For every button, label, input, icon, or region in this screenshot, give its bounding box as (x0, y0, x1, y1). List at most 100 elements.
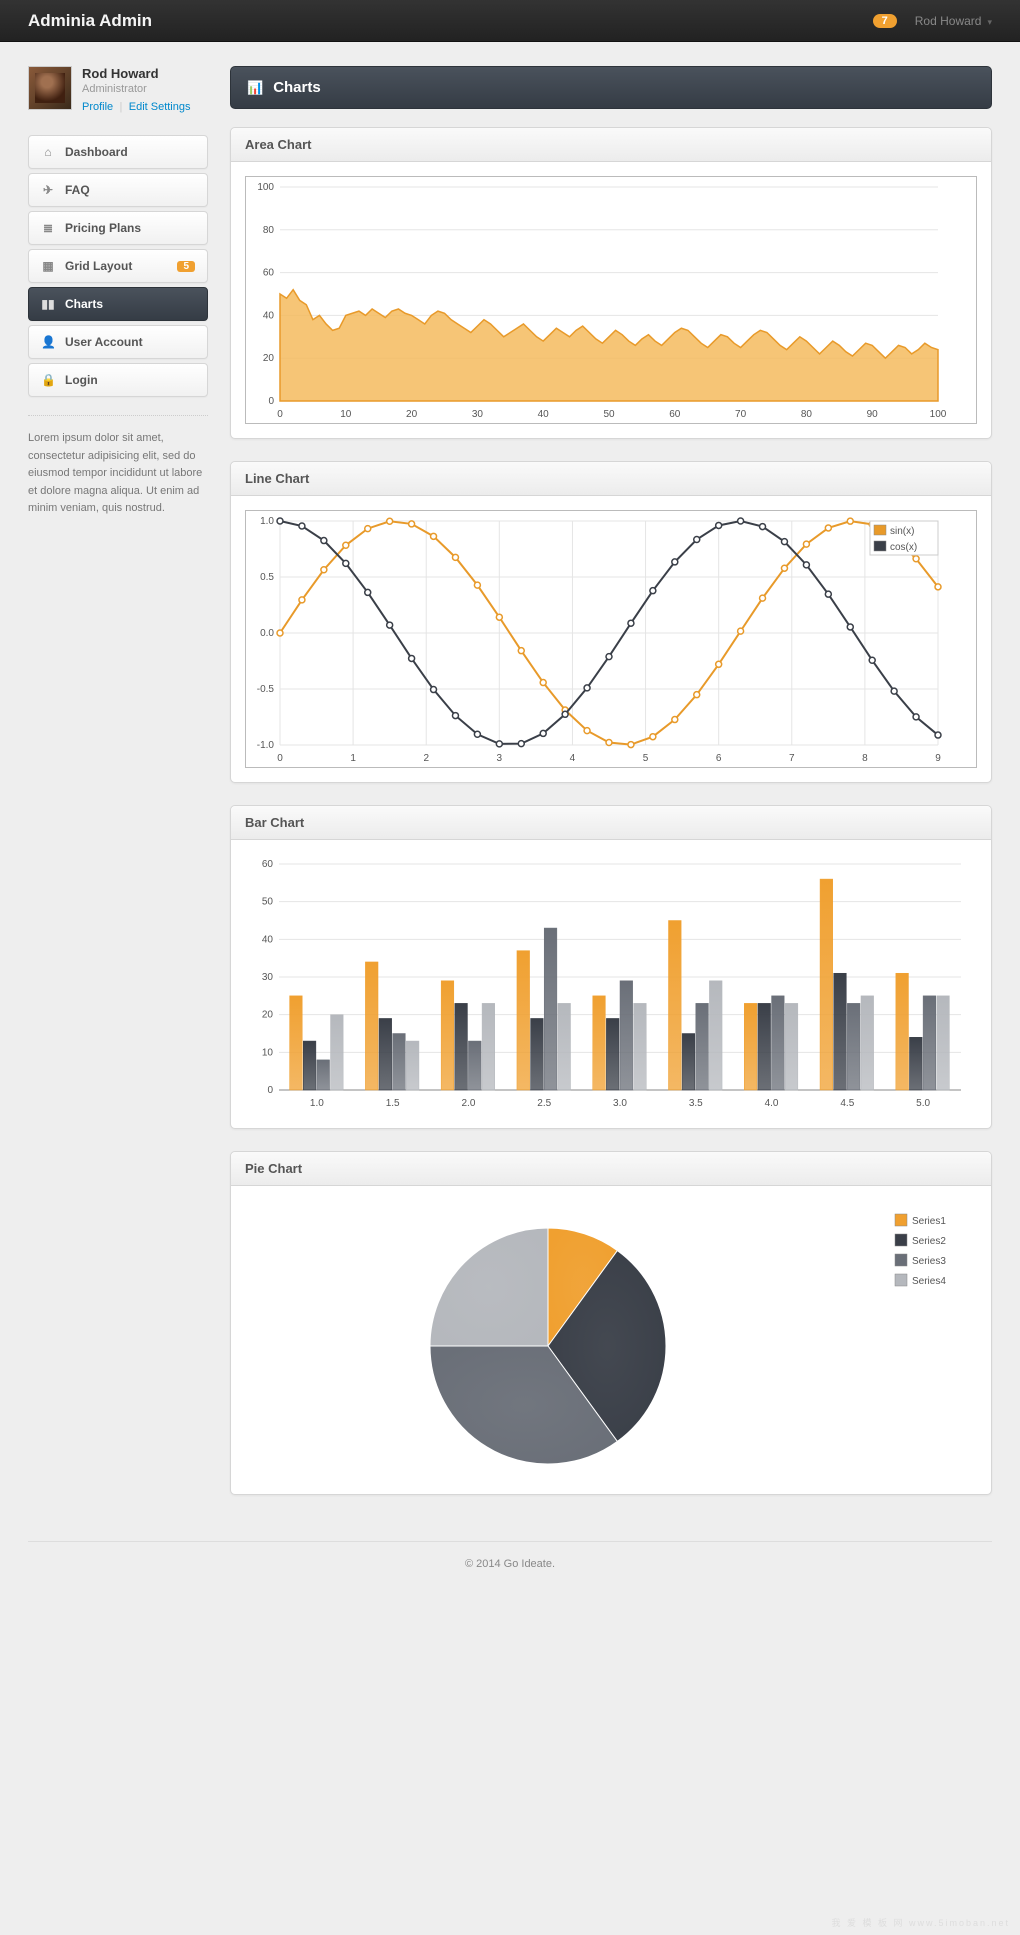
sidebar-item-dashboard[interactable]: ⌂ Dashboard (28, 135, 208, 169)
svg-text:0: 0 (277, 409, 283, 420)
notification-badge[interactable]: 7 (873, 14, 897, 28)
svg-text:1.5: 1.5 (386, 1098, 400, 1109)
svg-text:Series1: Series1 (912, 1216, 946, 1227)
bar-chart-panel: Bar Chart 01020304050601.01.52.02.53.03.… (230, 805, 992, 1129)
svg-text:1.0: 1.0 (260, 516, 274, 527)
svg-text:5.0: 5.0 (916, 1098, 930, 1109)
sidebar-item-grid-layout[interactable]: ▦Grid Layout5 (28, 249, 208, 283)
page-header: 📊 Charts (230, 66, 992, 109)
svg-text:8: 8 (862, 753, 868, 764)
pie-chart-panel: Pie Chart Series1Series2Series3Series4 (230, 1151, 992, 1495)
svg-text:9: 9 (935, 753, 941, 764)
watermark: 我 爱 模 板 网 www.5imoban.net (831, 1916, 1010, 1929)
svg-text:Series2: Series2 (912, 1236, 946, 1247)
svg-text:40: 40 (262, 934, 274, 945)
svg-text:40: 40 (263, 310, 275, 321)
svg-text:60: 60 (262, 859, 274, 870)
sidebar-item-pricing-plans[interactable]: ≣ Pricing Plans (28, 211, 208, 245)
svg-text:0: 0 (277, 753, 283, 764)
nav-label: Pricing Plans (65, 221, 141, 235)
svg-text:1: 1 (350, 753, 356, 764)
nav-label: User Account (65, 335, 143, 349)
svg-text:90: 90 (867, 409, 879, 420)
svg-text:5: 5 (643, 753, 649, 764)
svg-text:4.0: 4.0 (765, 1098, 779, 1109)
svg-text:100: 100 (257, 182, 274, 193)
profile-link[interactable]: Profile (82, 101, 113, 113)
nav-icon: 👤 (41, 335, 55, 349)
svg-text:50: 50 (603, 409, 615, 420)
svg-text:60: 60 (669, 409, 681, 420)
svg-text:cos(x): cos(x) (890, 542, 917, 553)
svg-text:3.0: 3.0 (613, 1098, 627, 1109)
profile-name: Rod Howard (82, 66, 191, 81)
svg-text:20: 20 (406, 409, 418, 420)
profile-role: Administrator (82, 83, 191, 95)
nav-icon: ▦ (41, 259, 55, 273)
nav-label: Charts (65, 297, 103, 311)
svg-text:0.0: 0.0 (260, 628, 274, 639)
svg-text:0: 0 (268, 396, 274, 407)
bar-chart: 01020304050601.01.52.02.53.03.54.04.55.0 (245, 854, 971, 1114)
nav-label: FAQ (65, 183, 90, 197)
area-chart-panel: Area Chart 0 20 40 60 80 100 0 10 20 30 40 50 60 70 80… (230, 127, 992, 439)
svg-text:1.0: 1.0 (310, 1098, 324, 1109)
avatar[interactable] (28, 66, 72, 110)
edit-settings-link[interactable]: Edit Settings (129, 101, 191, 113)
svg-text:-0.5: -0.5 (257, 684, 275, 695)
pie-chart: Series1 Series2 Series3 Series4 (245, 1200, 971, 1480)
profile-box: Rod Howard Administrator Profile | Edit … (28, 66, 208, 113)
svg-text:70: 70 (735, 409, 747, 420)
sidebar-text: Lorem ipsum dolor sit amet, consectetur … (28, 430, 208, 518)
svg-text:80: 80 (263, 225, 275, 236)
svg-text:7: 7 (789, 753, 795, 764)
main-content: 📊 Charts Area Chart 02040608010001020304… (230, 66, 992, 1517)
nav-badge: 5 (177, 261, 195, 272)
svg-text:50: 50 (262, 897, 274, 908)
svg-text:0: 0 (267, 1085, 273, 1096)
sidebar: Rod Howard Administrator Profile | Edit … (28, 66, 208, 1517)
footer: © 2014 Go Ideate. (28, 1541, 992, 1594)
nav-icon: ▮▮ (41, 297, 55, 311)
svg-text:Series3: Series3 (912, 1256, 946, 1267)
svg-text:3: 3 (497, 753, 503, 764)
svg-text:20: 20 (263, 353, 275, 364)
sidebar-item-faq[interactable]: ✈FAQ (28, 173, 208, 207)
page-title: Charts (273, 79, 321, 96)
separator: | (120, 101, 123, 113)
nav-label: Login (65, 373, 98, 387)
svg-text:80: 80 (801, 409, 813, 420)
nav-icon: ≣ (41, 221, 55, 235)
svg-text:30: 30 (262, 972, 274, 983)
sidebar-item-login[interactable]: 🔒Login (28, 363, 208, 397)
svg-text:6: 6 (716, 753, 722, 764)
svg-text:-1.0: -1.0 (257, 740, 275, 751)
sidebar-item-user-account[interactable]: 👤 User Account (28, 325, 208, 359)
svg-text:sin(x): sin(x) (890, 526, 914, 537)
svg-text:20: 20 (262, 1010, 274, 1021)
panel-title: Bar Chart (231, 806, 991, 840)
brand-title[interactable]: Adminia Admin (28, 11, 152, 31)
svg-text:2.0: 2.0 (461, 1098, 475, 1109)
nav-label: Dashboard (65, 145, 128, 159)
sidebar-item-charts[interactable]: ▮▮ Charts (28, 287, 208, 321)
svg-text:0.5: 0.5 (260, 572, 274, 583)
svg-text:60: 60 (263, 268, 275, 279)
user-menu[interactable]: Rod Howard (915, 14, 992, 28)
line-chart-panel: Line Chart -1.0-0.50.00.51.00123456789si… (230, 461, 992, 783)
svg-text:10: 10 (340, 409, 352, 420)
nav-icon: ⌂ (41, 145, 55, 159)
sidebar-divider (28, 415, 208, 416)
svg-text:40: 40 (538, 409, 550, 420)
svg-text:2.5: 2.5 (537, 1098, 551, 1109)
svg-text:10: 10 (262, 1047, 274, 1058)
nav-list: ⌂ Dashboard ✈FAQ ≣ Pricing Plans ▦Grid Layout… (28, 135, 208, 397)
panel-title: Line Chart (231, 462, 991, 496)
svg-text:4.5: 4.5 (840, 1098, 854, 1109)
svg-text:2: 2 (423, 753, 429, 764)
svg-text:30: 30 (472, 409, 484, 420)
line-chart: -1.0-0.50.00.51.00123456789sin(x)cos(x) (246, 511, 946, 767)
svg-text:Series4: Series4 (912, 1276, 946, 1287)
svg-text:100: 100 (930, 409, 946, 420)
panel-title: Area Chart (231, 128, 991, 162)
